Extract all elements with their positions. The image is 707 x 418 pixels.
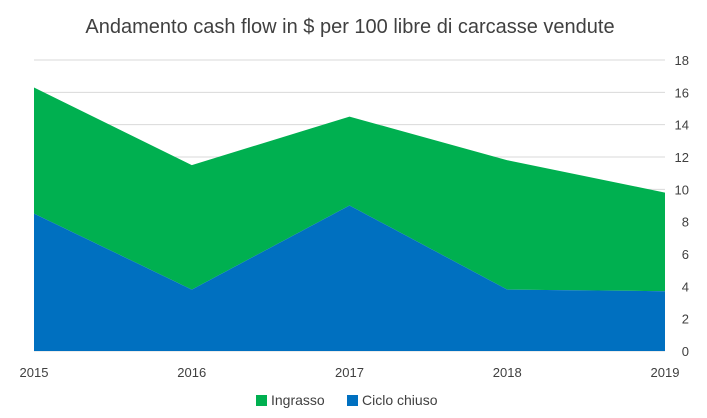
y-tick-label: 8 (682, 215, 689, 230)
legend-label-ciclo-chiuso: Ciclo chiuso (362, 392, 438, 408)
x-tick-label: 2018 (493, 365, 522, 380)
y-tick-label: 2 (682, 312, 689, 327)
x-tick-label: 2019 (651, 365, 680, 380)
x-axis-ticks: 2015 2016 2017 2018 2019 (20, 365, 680, 380)
area-ciclo-chiuso (34, 205, 665, 351)
x-tick-label: 2016 (177, 365, 206, 380)
y-tick-label: 0 (682, 344, 689, 359)
legend: Ingrasso Ciclo chiuso (256, 392, 438, 408)
series-areas (34, 87, 665, 351)
y-tick-label: 4 (682, 279, 689, 294)
legend-swatch-ciclo-chiuso (347, 395, 358, 406)
y-tick-label: 18 (675, 53, 689, 68)
y-tick-label: 16 (675, 85, 689, 100)
y-tick-label: 14 (675, 118, 689, 133)
y-axis-ticks: 0 2 4 6 8 10 12 14 16 18 (675, 53, 689, 359)
area-ingrasso (34, 87, 665, 292)
legend-swatch-ingrasso (256, 395, 267, 406)
chart-title: Andamento cash flow in $ per 100 libre d… (85, 16, 614, 38)
x-tick-label: 2017 (335, 365, 364, 380)
y-tick-label: 6 (682, 247, 689, 262)
y-tick-label: 10 (675, 182, 689, 197)
legend-label-ingrasso: Ingrasso (271, 392, 325, 408)
y-tick-label: 12 (675, 150, 689, 165)
x-tick-label: 2015 (20, 365, 49, 380)
